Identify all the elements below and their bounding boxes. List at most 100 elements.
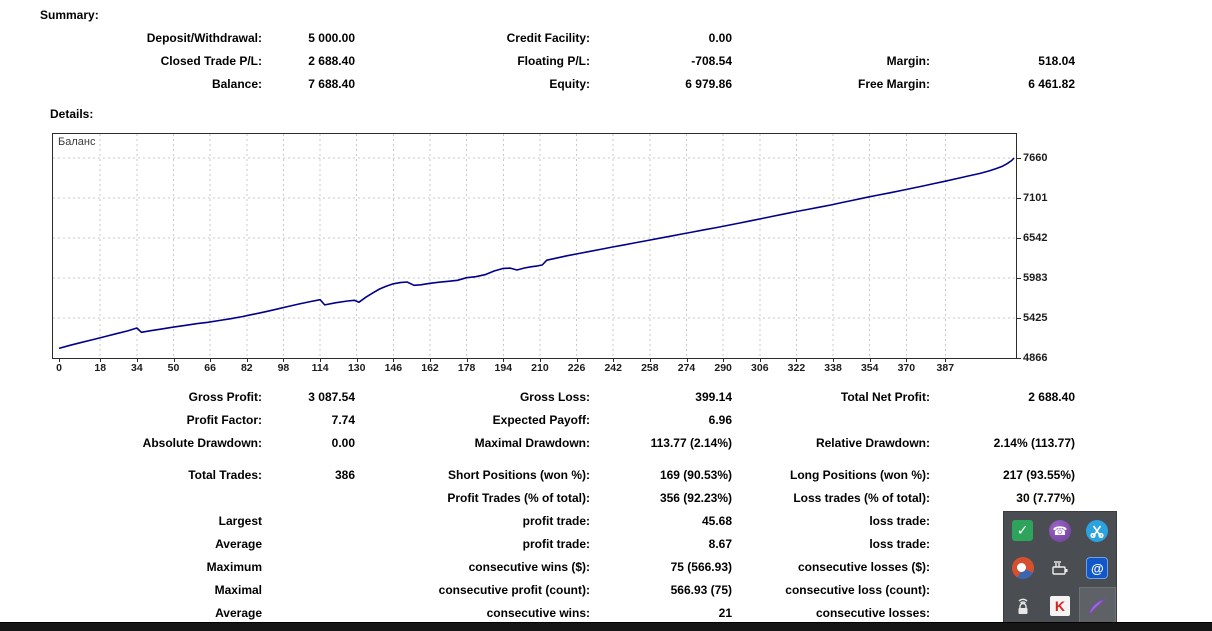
y-axis-tick (1017, 198, 1021, 199)
stat-label: consecutive loss (count): (785, 583, 930, 597)
stat-label: consecutive losses: (815, 606, 930, 620)
x-axis-tick (210, 359, 212, 362)
stat-label: Absolute Drawdown: (142, 436, 262, 450)
viber-icon[interactable]: ☎ (1041, 512, 1078, 550)
scissors-icon[interactable] (1079, 512, 1116, 550)
table-row: Profit Trades (% of total): 356 (92.23%) L… (0, 487, 1075, 510)
stat-value: 2 688.40 (308, 54, 355, 68)
stat-label: consecutive wins ($): (468, 560, 590, 574)
stat-label: Equity: (549, 77, 590, 91)
details-heading: Details: (50, 107, 94, 121)
x-axis-tick (173, 359, 175, 362)
taskbar-edge (0, 622, 1212, 631)
stat-label: Gross Profit: (188, 390, 262, 404)
stat-label: profit trade: (522, 514, 590, 528)
stat-value: 0.00 (331, 436, 355, 450)
table-row: Profit Factor: 7.74 Expected Payoff: 6.96 (0, 409, 1075, 432)
x-axis-tick (466, 359, 468, 362)
check-icon[interactable]: ✓ (1004, 512, 1041, 550)
x-axis-tick (945, 359, 947, 362)
stat-label: Profit Trades (% of total): (447, 491, 590, 505)
table-row: Balance: 7 688.40 Equity: 6 979.86 Free Marg… (0, 73, 1075, 96)
stat-value: 30 (7.77%) (1016, 491, 1075, 505)
x-axis-label: 18 (94, 362, 107, 374)
stat-value (262, 556, 355, 579)
y-axis-label: 5425 (1023, 311, 1048, 324)
balance-line (58, 157, 1015, 350)
x-axis-label: 114 (311, 362, 329, 374)
x-axis-tick (613, 359, 615, 362)
x-axis-tick (906, 359, 908, 362)
x-axis-tick (759, 359, 761, 362)
stat-label: Maximal Drawdown: (474, 436, 590, 450)
table-row: Deposit/Withdrawal: 5 000.00 Credit Facili… (0, 27, 1075, 50)
ccleaner-icon[interactable] (1004, 550, 1041, 588)
stat-label: Expected Payoff: (492, 413, 590, 427)
stat-value: 399.14 (695, 390, 732, 404)
x-axis-label: 242 (604, 362, 622, 374)
stat-label: Profit Factor: (186, 413, 262, 427)
table-row: Average consecutive wins: 21 consecutive lo… (0, 602, 1075, 625)
stat-value: 6 979.86 (685, 77, 732, 91)
stat-value (262, 579, 355, 602)
stat-value: 6.96 (708, 413, 732, 427)
stat-value: 3 087.54 (308, 390, 355, 404)
x-axis-label: 274 (677, 362, 696, 374)
stat-label: Deposit/Withdrawal: (146, 31, 262, 45)
stat-label: Margin: (886, 54, 930, 68)
battery-plug-icon[interactable] (1041, 550, 1078, 588)
table-row: Average profit trade: 8.67 loss trade: (0, 533, 1075, 556)
x-axis-tick (539, 359, 541, 362)
stat-label: Loss trades (% of total): (793, 491, 930, 505)
y-axis-tick (1017, 358, 1021, 359)
table-row: Maximal consecutive profit (count): 566.93… (0, 579, 1075, 602)
x-axis-label: 50 (167, 362, 180, 374)
stat-label: consecutive wins: (486, 606, 590, 620)
stat-value (930, 409, 1075, 432)
stat-value (262, 533, 355, 556)
table-row: Largest profit trade: 45.68 loss trade: (0, 510, 1075, 533)
x-axis-label: 306 (751, 362, 769, 374)
x-axis-tick (136, 359, 138, 362)
chart-legend-balance: Баланс (58, 136, 96, 148)
x-axis-tick (283, 359, 285, 362)
stat-label: Total Trades: (188, 468, 262, 482)
x-axis-label: 98 (277, 362, 290, 374)
stat-label: Largest (218, 514, 262, 528)
stat-value: 566.93 (75) (670, 583, 732, 597)
x-axis-tick (100, 359, 102, 362)
wireless-lock-icon[interactable] (1004, 587, 1041, 625)
stat-label: Short Positions (won %): (448, 468, 590, 482)
stat-label: Average (215, 606, 262, 620)
stat-label: consecutive profit (count): (438, 583, 590, 597)
x-axis-tick (356, 359, 358, 362)
x-axis-tick (686, 359, 688, 362)
summary-heading: Summary: (40, 8, 99, 22)
stat-value: 217 (93.55%) (1002, 468, 1075, 482)
stat-label: Maximal (214, 583, 262, 597)
stat-value (930, 27, 1075, 50)
feather-icon[interactable] (1078, 587, 1116, 625)
x-axis-label: 338 (824, 362, 842, 374)
x-axis-label: 162 (421, 362, 439, 374)
x-axis-tick (59, 359, 60, 362)
x-axis-tick (796, 359, 798, 362)
x-axis-label: 146 (384, 362, 403, 374)
x-axis-tick (649, 359, 651, 362)
kaspersky-icon[interactable]: K (1041, 587, 1078, 625)
table-row: Closed Trade P/L: 2 688.40 Floating P/L: -7… (0, 50, 1075, 73)
x-axis-label: 210 (531, 362, 549, 374)
x-axis-tick (723, 359, 725, 362)
x-axis-label: 387 (936, 362, 955, 374)
x-axis-tick (576, 359, 578, 362)
spiral-at-icon[interactable]: @ (1079, 550, 1116, 588)
stat-label (732, 27, 930, 50)
y-axis-label: 7101 (1023, 192, 1048, 204)
stats-table: Gross Profit: 3 087.54 Gross Loss: 399.14 To… (0, 386, 1075, 625)
table-row: Maximum consecutive wins ($): 75 (566.93) c… (0, 556, 1075, 579)
stat-label: Credit Facility: (506, 31, 590, 45)
x-axis-label: 322 (787, 362, 806, 374)
x-axis-tick (869, 359, 871, 362)
table-row: Absolute Drawdown: 0.00 Maximal Drawdown: 1… (0, 432, 1075, 455)
stat-label (0, 487, 262, 510)
